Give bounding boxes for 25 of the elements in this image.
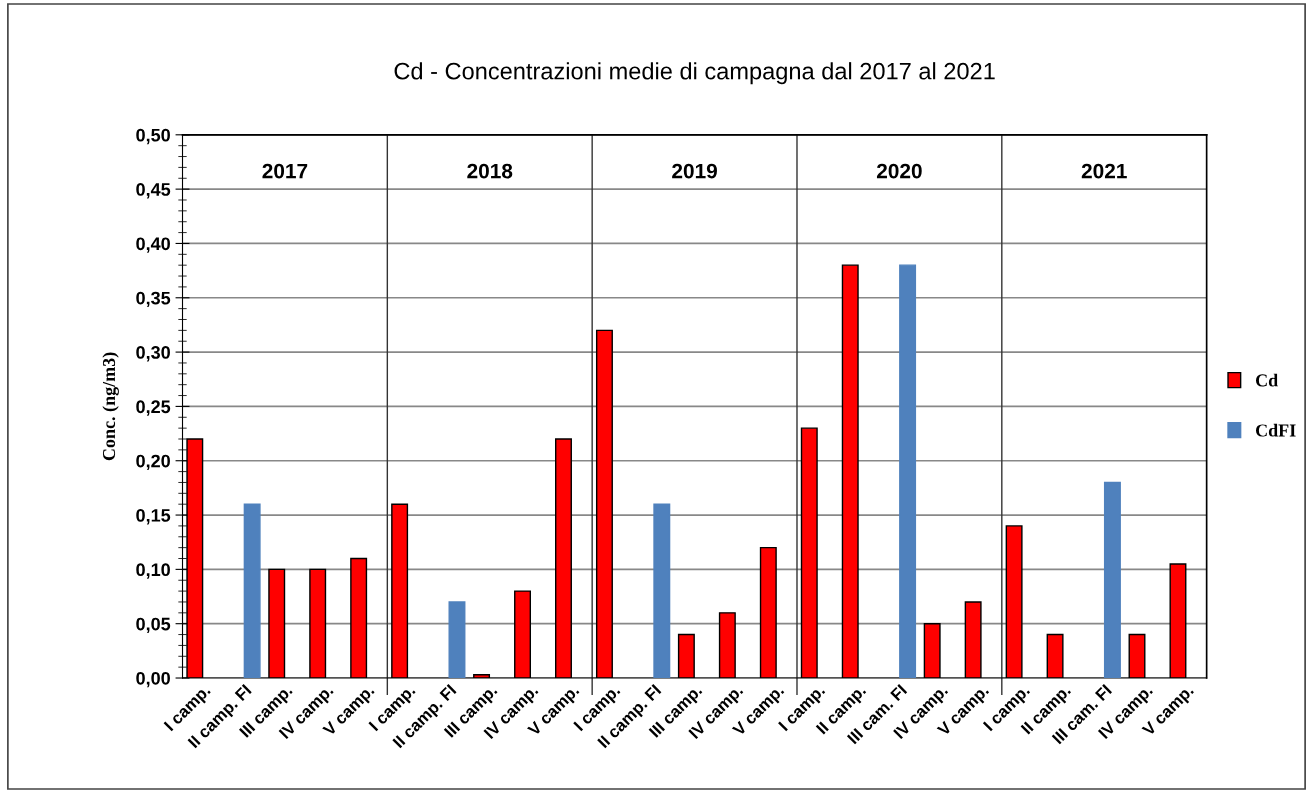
y-tick-label: 0,25 [136,400,171,416]
chart-title: Cd - Concentrazioni medie di campagna dal 2017 al 2021 [394,62,995,85]
y-tick-label: 0,30 [136,346,170,362]
legend-label: Cd [1255,373,1278,387]
annotation: 2017 [262,163,308,179]
annotation: 2021 [1081,163,1127,179]
y-tick-label: 0,05 [136,617,171,634]
y-axis-title: Conc. (ng/m3) [102,352,119,461]
annotation: 2019 [672,163,717,179]
y-tick-label: 0,00 [136,671,170,688]
bar [243,503,261,679]
annotation: 2018 [467,163,513,179]
y-tick-label: 0,15 [136,508,171,525]
annotation: 2020 [876,163,922,179]
bar [1103,481,1121,679]
bar [899,264,917,679]
y-tick-label: 0,35 [136,291,171,308]
y-tick-label: 0,20 [136,454,170,471]
y-tick-label: 0,50 [136,128,170,145]
y-tick-label: 0,10 [136,563,170,579]
legend-label: CdFI [1255,423,1296,437]
bar [653,503,671,679]
bar [448,601,466,679]
y-tick-label: 0,40 [136,237,170,253]
y-tick-label: 0,45 [136,183,171,199]
